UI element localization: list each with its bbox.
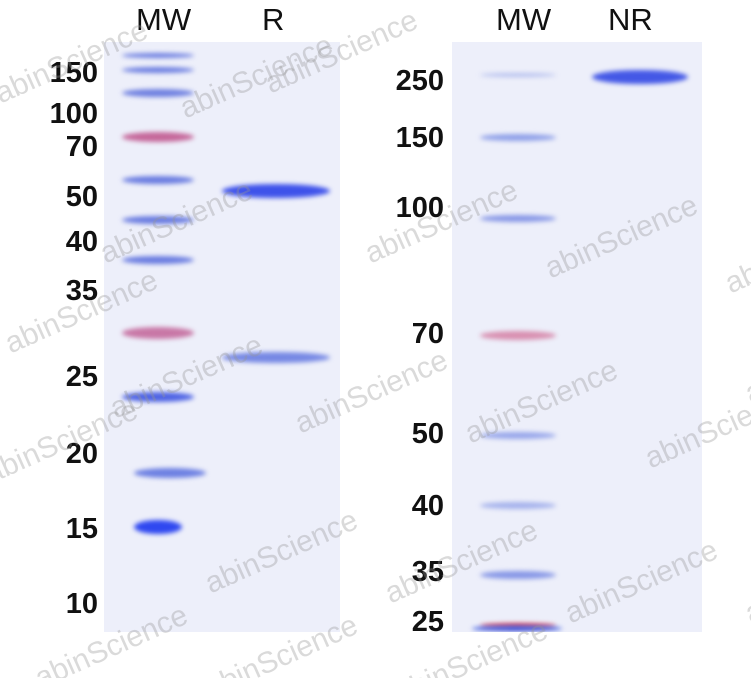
mw-label: 40 xyxy=(65,226,98,258)
marker-band xyxy=(480,133,556,141)
marker-band xyxy=(122,216,194,224)
mw-label: 100 xyxy=(395,192,444,224)
marker-band xyxy=(134,520,182,534)
sample-band-reduced xyxy=(222,184,330,198)
marker-band xyxy=(122,327,194,339)
right-header-nr: NR xyxy=(608,2,653,37)
marker-band xyxy=(480,571,556,579)
marker-band xyxy=(480,622,556,628)
left-header-mw: MW xyxy=(136,2,192,37)
marker-band xyxy=(480,431,556,439)
mw-label: 100 xyxy=(49,98,98,130)
marker-band xyxy=(122,67,194,73)
mw-label: 40 xyxy=(411,490,444,522)
mw-label: 15 xyxy=(65,513,98,545)
mw-label: 35 xyxy=(65,275,98,307)
marker-band xyxy=(122,52,194,58)
marker-band xyxy=(134,468,206,478)
marker-band xyxy=(122,89,194,97)
mw-label: 10 xyxy=(65,588,98,620)
watermark-text: abinScience xyxy=(720,203,751,301)
left-header-r: R xyxy=(262,2,285,37)
left-gel xyxy=(104,42,340,632)
sample-band-nonreduced xyxy=(592,70,688,84)
mw-label: 25 xyxy=(65,361,98,393)
mw-label: 25 xyxy=(411,606,444,638)
mw-label: 250 xyxy=(395,65,444,97)
marker-band xyxy=(480,501,556,509)
mw-label: 50 xyxy=(65,181,98,213)
marker-band xyxy=(472,626,562,631)
mw-label: 20 xyxy=(65,438,98,470)
marker-band xyxy=(480,214,556,222)
mw-label: 150 xyxy=(49,57,98,89)
marker-band xyxy=(480,73,556,77)
sample-band-reduced xyxy=(222,352,330,363)
marker-band xyxy=(122,256,194,264)
mw-label: 50 xyxy=(411,418,444,450)
marker-band xyxy=(122,392,194,402)
marker-band xyxy=(122,176,194,184)
marker-band xyxy=(122,132,194,142)
mw-label: 150 xyxy=(395,122,444,154)
mw-label: 70 xyxy=(411,318,444,350)
mw-label: 70 xyxy=(65,131,98,163)
right-header-mw: MW xyxy=(496,2,552,37)
right-gel xyxy=(452,42,702,632)
marker-band xyxy=(480,330,556,340)
watermark-text: abinScience xyxy=(740,533,751,631)
mw-label: 35 xyxy=(411,556,444,588)
watermark-text: abinScience xyxy=(740,313,751,411)
